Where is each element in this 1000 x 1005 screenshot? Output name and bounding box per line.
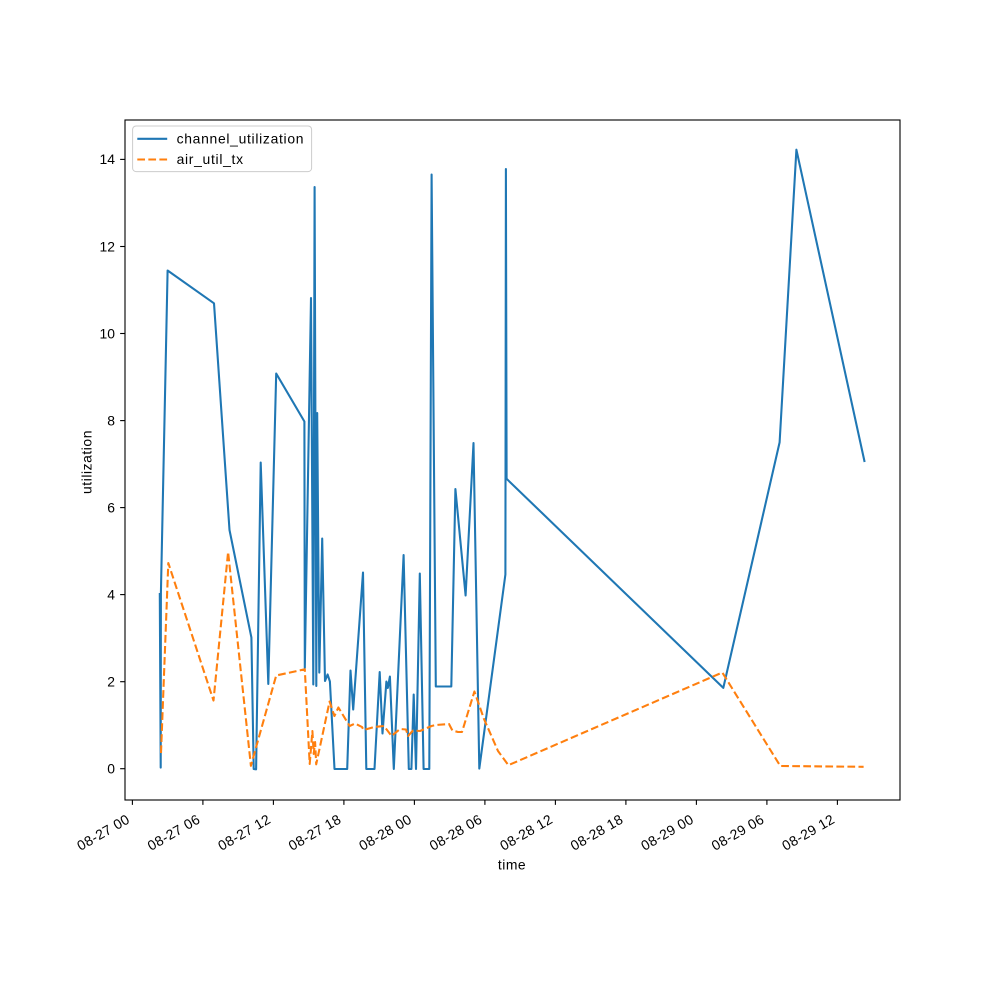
svg-text:08-29 06: 08-29 06	[709, 811, 767, 854]
svg-text:08-28 12: 08-28 12	[497, 811, 555, 854]
svg-text:14: 14	[100, 151, 116, 167]
svg-text:08-28 00: 08-28 00	[356, 811, 414, 854]
svg-text:6: 6	[107, 499, 115, 515]
svg-text:utilization: utilization	[78, 430, 94, 494]
svg-text:2: 2	[107, 674, 115, 690]
svg-text:08-29 12: 08-29 12	[779, 811, 837, 854]
svg-text:08-28 18: 08-28 18	[568, 811, 626, 854]
svg-text:08-29 00: 08-29 00	[638, 811, 696, 854]
svg-text:channel_utilization: channel_utilization	[177, 131, 305, 147]
svg-text:08-27 00: 08-27 00	[74, 811, 132, 854]
svg-text:8: 8	[107, 412, 115, 428]
svg-text:08-27 18: 08-27 18	[286, 811, 344, 854]
svg-text:10: 10	[100, 325, 116, 341]
svg-text:0: 0	[107, 761, 115, 777]
svg-text:08-27 12: 08-27 12	[215, 811, 273, 854]
svg-text:08-27 06: 08-27 06	[145, 811, 203, 854]
svg-text:08-28 06: 08-28 06	[427, 811, 485, 854]
svg-text:4: 4	[107, 586, 115, 602]
svg-text:air_util_tx: air_util_tx	[177, 151, 244, 167]
svg-text:12: 12	[100, 238, 116, 254]
svg-text:time: time	[498, 857, 526, 873]
